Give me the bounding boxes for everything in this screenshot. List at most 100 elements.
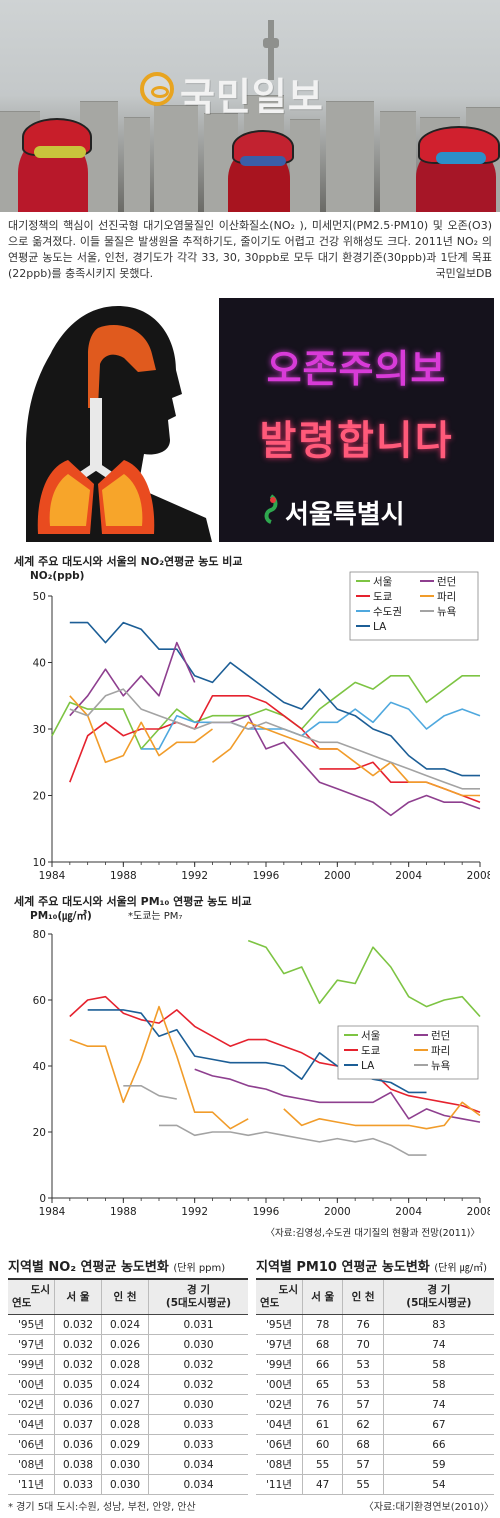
table-cell: 68 (342, 1434, 384, 1455)
table-cell: 68 (302, 1334, 344, 1355)
series-line-뉴욕 (69, 688, 480, 790)
no2-line-chart: NO₂(ppb) 1984 1988 1992 1996 2000 2004 2008 10 20… (30, 570, 493, 882)
legend-label: LA (373, 621, 387, 633)
legend-label: LA (361, 1060, 375, 1072)
table-cell: 0.024 (101, 1374, 149, 1395)
y-tick-label: 50 (33, 591, 46, 603)
table-row: '99년 0.032 0.028 0.032 (8, 1354, 248, 1375)
building (290, 119, 320, 212)
legend-label: 서울 (373, 576, 393, 588)
header-corner-top: 도시 (278, 1284, 298, 1296)
series-line-뉴욕 (123, 1085, 177, 1100)
series-line-런던 (194, 1068, 481, 1123)
x-tick-label: 1996 (253, 1206, 280, 1218)
series-line-뉴욕 (159, 1124, 427, 1156)
respiratory-illustration (6, 298, 212, 542)
row-year: '00년 (8, 1374, 55, 1395)
lungs-icon (26, 306, 212, 542)
table-cell: 0.036 (54, 1394, 102, 1415)
table-cell: 0.030 (148, 1394, 248, 1415)
y-axis-label: NO₂(ppb) (30, 570, 84, 582)
table-row: '00년 0.035 0.024 0.032 (8, 1374, 248, 1395)
table-cell: 0.033 (148, 1434, 248, 1455)
table-row: '97년 68 70 74 (256, 1334, 494, 1355)
no2-table-unit: (단위 ppm) (173, 1263, 226, 1274)
series-line-서울 (51, 675, 480, 750)
table-cell: 53 (342, 1374, 384, 1395)
table-cell: 0.036 (54, 1434, 102, 1455)
pm10-table-source: 〈자료:대기환경연보(2010)〉 (363, 1502, 494, 1513)
legend-label: 도쿄 (373, 591, 393, 603)
table-cell: 74 (383, 1394, 494, 1415)
table-cell: 0.032 (148, 1374, 248, 1395)
y-tick-label: 10 (33, 857, 46, 869)
table-cell: 55 (342, 1474, 384, 1495)
series-line-서울 (247, 939, 481, 1018)
row-year: '11년 (256, 1474, 303, 1495)
table-row: '11년 0.033 0.030 0.034 (8, 1474, 248, 1495)
table-cell: 54 (383, 1474, 494, 1495)
table-cell: 0.030 (101, 1474, 149, 1495)
table-row: '06년 60 68 66 (256, 1434, 494, 1455)
series-line-도쿄 (69, 995, 481, 1113)
legend-label: 수도권 (373, 606, 402, 618)
series-line-런던 (69, 641, 196, 717)
row-year: '04년 (8, 1414, 55, 1435)
table-cell: 58 (383, 1374, 494, 1395)
x-tick-label: 2004 (395, 1206, 422, 1218)
caption-text: 대기정책의 핵심이 선진국형 대기오염물질인 이산화질소(NO₂ ), 미세먼지… (8, 219, 492, 280)
photo-credit: 국민일보DB (435, 267, 493, 280)
table-row: '99년 66 53 58 (256, 1354, 494, 1375)
y-tick-label: 0 (39, 1193, 46, 1205)
legend-label: 파리 (437, 591, 456, 603)
series-line-파리 (212, 721, 480, 797)
y-tick-label: 40 (33, 1061, 46, 1073)
y-tick-label: 30 (33, 724, 46, 736)
table-row: '00년 65 53 58 (256, 1374, 494, 1395)
seoul-emblem-icon (264, 494, 278, 524)
table-cell: 67 (383, 1414, 494, 1435)
building (124, 117, 150, 212)
no2-chart-title: 세계 주요 대도시와 서울의 NO₂연평균 농도 비교 (14, 555, 243, 568)
row-year: '04년 (256, 1414, 303, 1435)
table-cell: 0.032 (54, 1314, 102, 1335)
table-cell: 70 (342, 1334, 384, 1355)
row-year: '08년 (256, 1454, 303, 1475)
x-tick-label: 1988 (110, 1206, 137, 1218)
pm10-table-title: 지역별 PM10 연평균 농도변화 (단위 ㎍/㎥) (256, 1256, 494, 1275)
table-cell: 53 (342, 1354, 384, 1375)
table-cell: 57 (342, 1454, 384, 1475)
header-corner: 도시 연도 (256, 1279, 303, 1315)
row-year: '99년 (256, 1354, 303, 1375)
sign-text-line1: 오존주의보 (266, 347, 447, 391)
no2-table-title-text: 지역별 NO₂ 연평균 농도변화 (8, 1260, 169, 1275)
table-cell: 59 (383, 1454, 494, 1475)
table-cell: 76 (302, 1394, 344, 1415)
table-cell: 62 (342, 1414, 384, 1435)
series-line-런던 (212, 714, 481, 817)
building (154, 105, 198, 212)
building (80, 101, 118, 212)
table-cell: 0.029 (101, 1434, 149, 1455)
x-tick-label: 2000 (324, 1206, 351, 1218)
legend-label: 런던 (437, 576, 456, 588)
series-line-LA (69, 621, 480, 777)
table-cell: 0.038 (54, 1454, 102, 1475)
building (380, 111, 416, 212)
table-cell: 55 (302, 1454, 344, 1475)
series-line-파리 (69, 695, 213, 764)
header-corner-top: 도시 (30, 1284, 50, 1296)
row-year: '11년 (8, 1474, 55, 1495)
sign-org-name: 서울특별시 (285, 500, 405, 530)
newspaper-logo: 국민일보 (180, 75, 324, 119)
pm10-table-unit: (단위 ㎍/㎥) (434, 1263, 488, 1274)
x-tick-label: 2004 (395, 870, 422, 882)
x-tick-label: 2008 (467, 1206, 490, 1218)
row-year: '02년 (256, 1394, 303, 1415)
column-header: 서 울 (54, 1279, 102, 1315)
table-row: '02년 0.036 0.027 0.030 (8, 1394, 248, 1415)
series-line-도쿄 (69, 695, 338, 783)
header-corner-bottom: 연도 (12, 1297, 32, 1309)
